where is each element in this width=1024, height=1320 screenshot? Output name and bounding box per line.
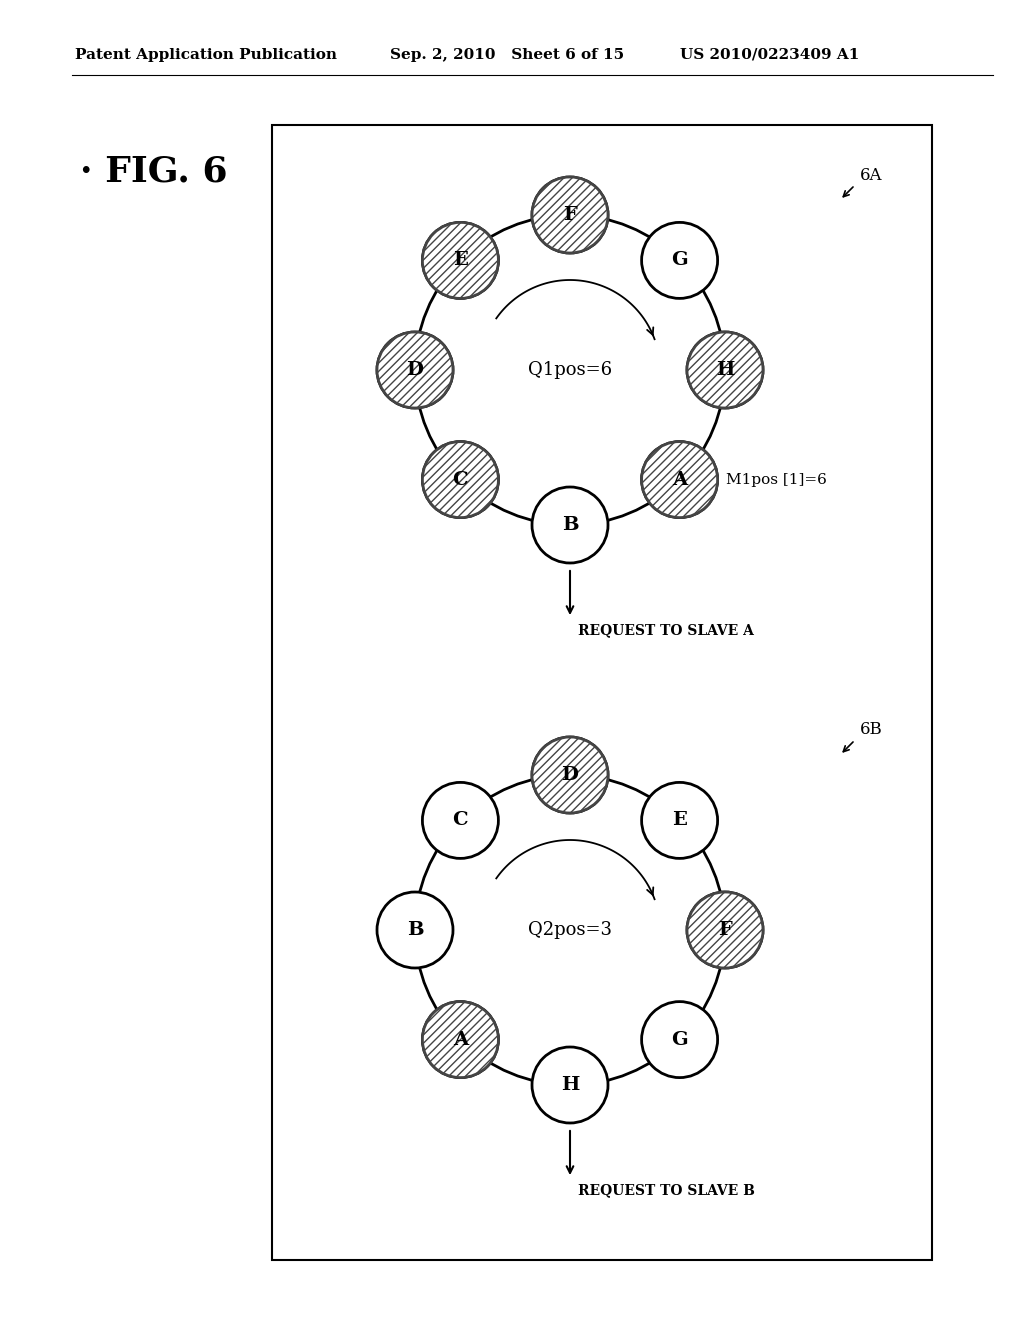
Bar xyxy=(272,125,932,1261)
Text: REQUEST TO SLAVE B: REQUEST TO SLAVE B xyxy=(578,1183,755,1197)
Text: D: D xyxy=(407,360,424,379)
Text: Patent Application Publication: Patent Application Publication xyxy=(75,48,337,62)
Circle shape xyxy=(377,333,453,408)
Text: A: A xyxy=(453,1031,468,1048)
Text: H: H xyxy=(561,1076,580,1094)
Text: E: E xyxy=(672,812,687,829)
Text: H: H xyxy=(716,360,734,379)
Text: B: B xyxy=(562,516,579,535)
Circle shape xyxy=(422,1002,499,1077)
Circle shape xyxy=(532,737,608,813)
Circle shape xyxy=(532,177,608,253)
Circle shape xyxy=(422,783,499,858)
Text: G: G xyxy=(672,1031,688,1048)
Circle shape xyxy=(532,177,608,253)
Text: Sep. 2, 2010   Sheet 6 of 15: Sep. 2, 2010 Sheet 6 of 15 xyxy=(390,48,624,62)
Circle shape xyxy=(422,442,499,517)
Text: G: G xyxy=(672,251,688,269)
Circle shape xyxy=(422,222,499,298)
Text: M1pos [1]=6: M1pos [1]=6 xyxy=(726,473,826,487)
Circle shape xyxy=(422,1002,499,1077)
Circle shape xyxy=(642,783,718,858)
Text: Q2pos=3: Q2pos=3 xyxy=(528,921,612,939)
Circle shape xyxy=(642,222,718,298)
Text: 6A: 6A xyxy=(860,166,883,183)
Circle shape xyxy=(642,1002,718,1077)
Text: E: E xyxy=(453,251,468,269)
Text: Q1pos=6: Q1pos=6 xyxy=(528,360,612,379)
Circle shape xyxy=(532,1047,608,1123)
Circle shape xyxy=(687,892,763,968)
Text: · FIG. 6: · FIG. 6 xyxy=(80,154,227,189)
Circle shape xyxy=(532,737,608,813)
Text: A: A xyxy=(672,471,687,488)
Text: REQUEST TO SLAVE A: REQUEST TO SLAVE A xyxy=(578,623,754,638)
Circle shape xyxy=(642,442,718,517)
Circle shape xyxy=(377,333,453,408)
Text: 6B: 6B xyxy=(860,722,883,738)
Text: US 2010/0223409 A1: US 2010/0223409 A1 xyxy=(680,48,859,62)
Text: C: C xyxy=(453,471,468,488)
Circle shape xyxy=(687,333,763,408)
Circle shape xyxy=(687,333,763,408)
Circle shape xyxy=(422,222,499,298)
Text: F: F xyxy=(563,206,577,224)
Text: B: B xyxy=(407,921,423,939)
Text: D: D xyxy=(561,766,579,784)
Circle shape xyxy=(532,487,608,564)
Text: F: F xyxy=(718,921,732,939)
Text: C: C xyxy=(453,812,468,829)
Circle shape xyxy=(377,892,453,968)
Circle shape xyxy=(642,442,718,517)
Circle shape xyxy=(687,892,763,968)
Circle shape xyxy=(422,442,499,517)
